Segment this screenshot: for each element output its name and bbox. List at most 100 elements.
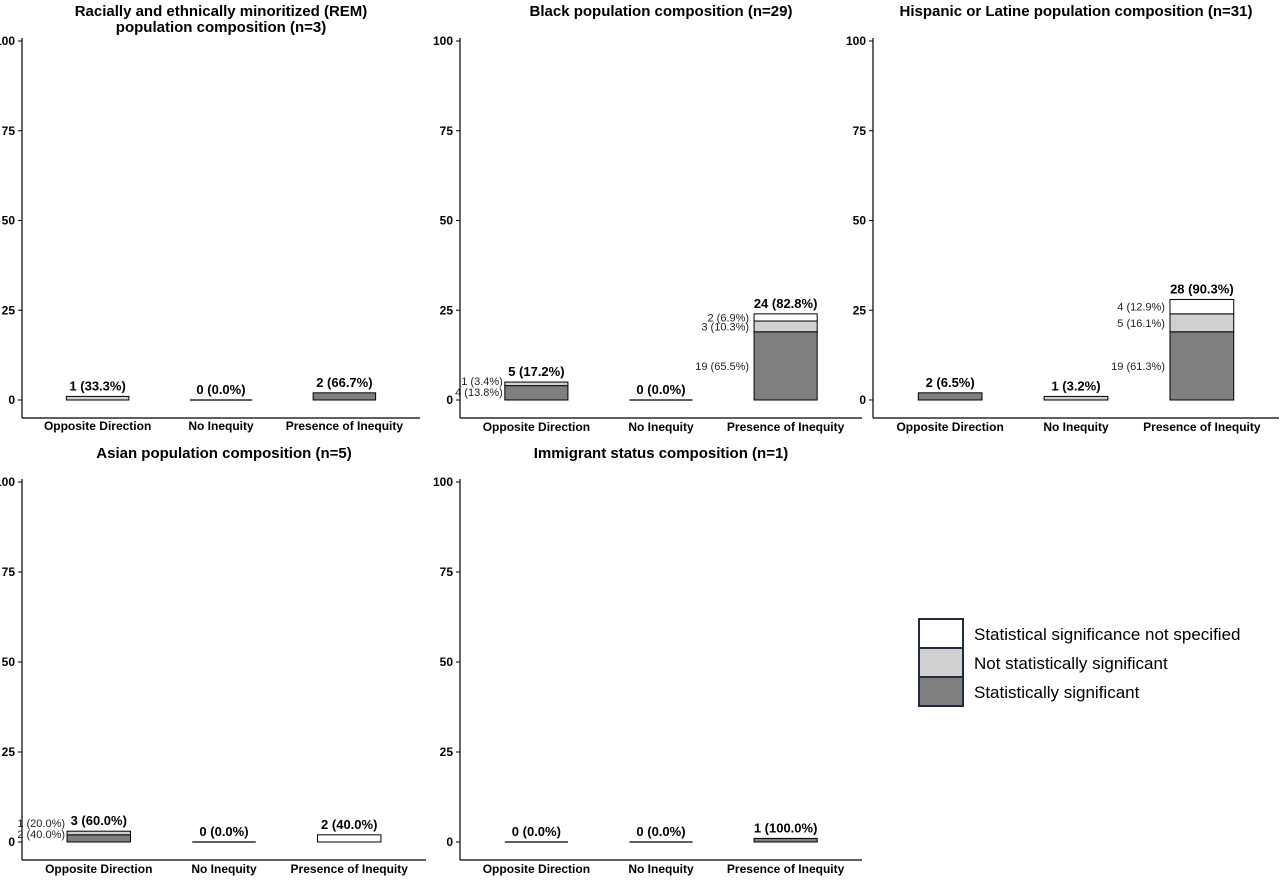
bar-total-label: 1 (33.3%) — [69, 378, 125, 393]
bar-total-label: 0 (0.0%) — [512, 824, 561, 839]
bar-segment-significant — [312, 392, 377, 401]
bar-total-label: 24 (82.8%) — [754, 296, 818, 311]
bar-segment-not-significant — [504, 381, 569, 387]
segment-value-label: 4 (13.8%) — [455, 387, 503, 399]
x-category-label: Presence of Inequity — [727, 862, 845, 876]
segment-value-label: 1 (20.0%) — [17, 818, 65, 830]
bar-total-label: 0 (0.0%) — [199, 824, 248, 839]
x-category-label: Presence of Inequity — [286, 419, 404, 433]
legend-swatch-not-specified — [918, 618, 964, 649]
x-category-label: Presence of Inequity — [1143, 420, 1261, 434]
legend-swatch-not-significant — [918, 647, 964, 678]
y-tick-label: 100 — [846, 34, 866, 48]
legend-label-not-specified: Statistical significance not specified — [974, 625, 1240, 644]
x-category-label: No Inequity — [628, 420, 694, 434]
chart-panel-1: Racially and ethnically minoritized (REM… — [0, 3, 420, 433]
bar-segment-not-significant — [753, 320, 818, 333]
legend-label-significant: Statistically significant — [974, 683, 1140, 702]
bar-total-label: 0 (0.0%) — [636, 824, 685, 839]
legend-swatch-significant — [918, 676, 964, 707]
y-tick-label: 0 — [859, 393, 866, 407]
x-category-label: Opposite Direction — [483, 420, 590, 434]
x-category-label: No Inequity — [1043, 420, 1109, 434]
panel-title: Black population composition (n=29) — [530, 3, 793, 20]
bar-segment-not-significant — [66, 830, 131, 836]
bar-segment-significant — [504, 385, 569, 401]
bar-segment-not-significant — [1169, 313, 1235, 333]
bar-total-label: 0 (0.0%) — [196, 382, 245, 397]
bar-total-label: 2 (66.7%) — [316, 375, 372, 390]
y-tick-label: 75 — [2, 565, 16, 579]
bar-segment-not-specified — [317, 834, 382, 843]
y-tick-label: 75 — [440, 565, 454, 579]
panel-title: Immigrant status composition (n=1) — [534, 445, 789, 462]
panel-title: Racially and ethnically minoritized (REM… — [75, 3, 368, 20]
y-tick-label: 0 — [8, 835, 15, 849]
x-category-label: Opposite Direction — [483, 862, 590, 876]
bar-total-label: 1 (3.2%) — [1051, 378, 1100, 393]
panel-title: population composition (n=3) — [116, 19, 326, 36]
y-tick-label: 25 — [440, 745, 454, 759]
x-category-label: Opposite Direction — [44, 419, 151, 433]
bar-total-label: 2 (40.0%) — [321, 817, 377, 832]
y-tick-label: 100 — [0, 475, 15, 489]
y-tick-label: 75 — [440, 124, 454, 138]
bar-segment-significant — [753, 331, 818, 401]
segment-value-label: 2 (40.0%) — [17, 829, 65, 841]
chart-panel-2: Black population composition (n=29) 0 25 50… — [433, 3, 862, 434]
segment-value-label: 2 (6.9%) — [707, 312, 749, 324]
y-tick-label: 0 — [446, 393, 453, 407]
x-category-label: No Inequity — [628, 862, 694, 876]
y-tick-label: 75 — [2, 124, 16, 138]
y-tick-label: 100 — [0, 34, 15, 48]
segment-value-label: 3 (10.3%) — [701, 321, 749, 333]
bar-segment-not-specified — [753, 313, 818, 322]
bar-total-label: 2 (6.5%) — [926, 375, 975, 390]
y-tick-label: 75 — [853, 124, 867, 138]
segment-value-label: 19 (61.3%) — [1111, 361, 1165, 373]
bar-segment-not-specified — [1169, 298, 1235, 315]
segment-value-label: 4 (12.9%) — [1117, 302, 1165, 314]
segment-value-label: 5 (16.1%) — [1117, 318, 1165, 330]
bar-segment-significant — [1169, 331, 1235, 401]
x-category-label: Opposite Direction — [896, 420, 1003, 434]
y-tick-label: 50 — [853, 214, 867, 228]
y-tick-label: 0 — [446, 835, 453, 849]
x-category-label: No Inequity — [188, 419, 254, 433]
bar-segment-significant — [917, 392, 983, 401]
bar-total-label: 0 (0.0%) — [636, 382, 685, 397]
y-tick-label: 25 — [440, 303, 454, 317]
x-category-label: No Inequity — [191, 862, 257, 876]
x-category-label: Presence of Inequity — [291, 862, 409, 876]
bar-total-label: 3 (60.0%) — [71, 813, 127, 828]
segment-value-label: 1 (3.4%) — [461, 376, 503, 388]
bar-segment-significant — [66, 834, 131, 843]
y-tick-label: 100 — [433, 475, 453, 489]
y-tick-label: 25 — [2, 303, 16, 317]
chart-panel-5: Immigrant status composition (n=1) 0 25 50 7… — [433, 445, 862, 876]
bar-total-label: 1 (100.0%) — [754, 820, 818, 835]
y-tick-label: 0 — [8, 393, 15, 407]
x-category-label: Opposite Direction — [45, 862, 152, 876]
bar-segment-significant — [753, 837, 818, 843]
panel-title: Asian population composition (n=5) — [96, 445, 351, 462]
bar-total-label: 28 (90.3%) — [1170, 281, 1234, 296]
y-tick-label: 25 — [853, 303, 867, 317]
x-category-label: Presence of Inequity — [727, 420, 845, 434]
y-tick-label: 50 — [440, 214, 454, 228]
y-tick-label: 25 — [2, 745, 16, 759]
panel-title: Hispanic or Latine population compositio… — [900, 3, 1253, 20]
y-tick-label: 50 — [2, 214, 16, 228]
chart-panels: Racially and ethnically minoritized (REM… — [0, 3, 1279, 876]
chart-panel-4: Asian population composition (n=5) 0 25 50 7… — [0, 445, 426, 876]
legend-label-not-significant: Not statistically significant — [974, 654, 1168, 673]
bar-segment-not-significant — [1043, 395, 1109, 401]
bar-total-label: 5 (17.2%) — [508, 364, 564, 379]
y-tick-label: 100 — [433, 34, 453, 48]
segment-value-label: 19 (65.5%) — [695, 361, 749, 373]
y-tick-label: 50 — [440, 655, 454, 669]
chart-legend: Statistical significance not specified N… — [918, 618, 1240, 707]
bar-segment-not-significant — [65, 395, 130, 401]
chart-panel-3: Hispanic or Latine population compositio… — [846, 3, 1279, 434]
